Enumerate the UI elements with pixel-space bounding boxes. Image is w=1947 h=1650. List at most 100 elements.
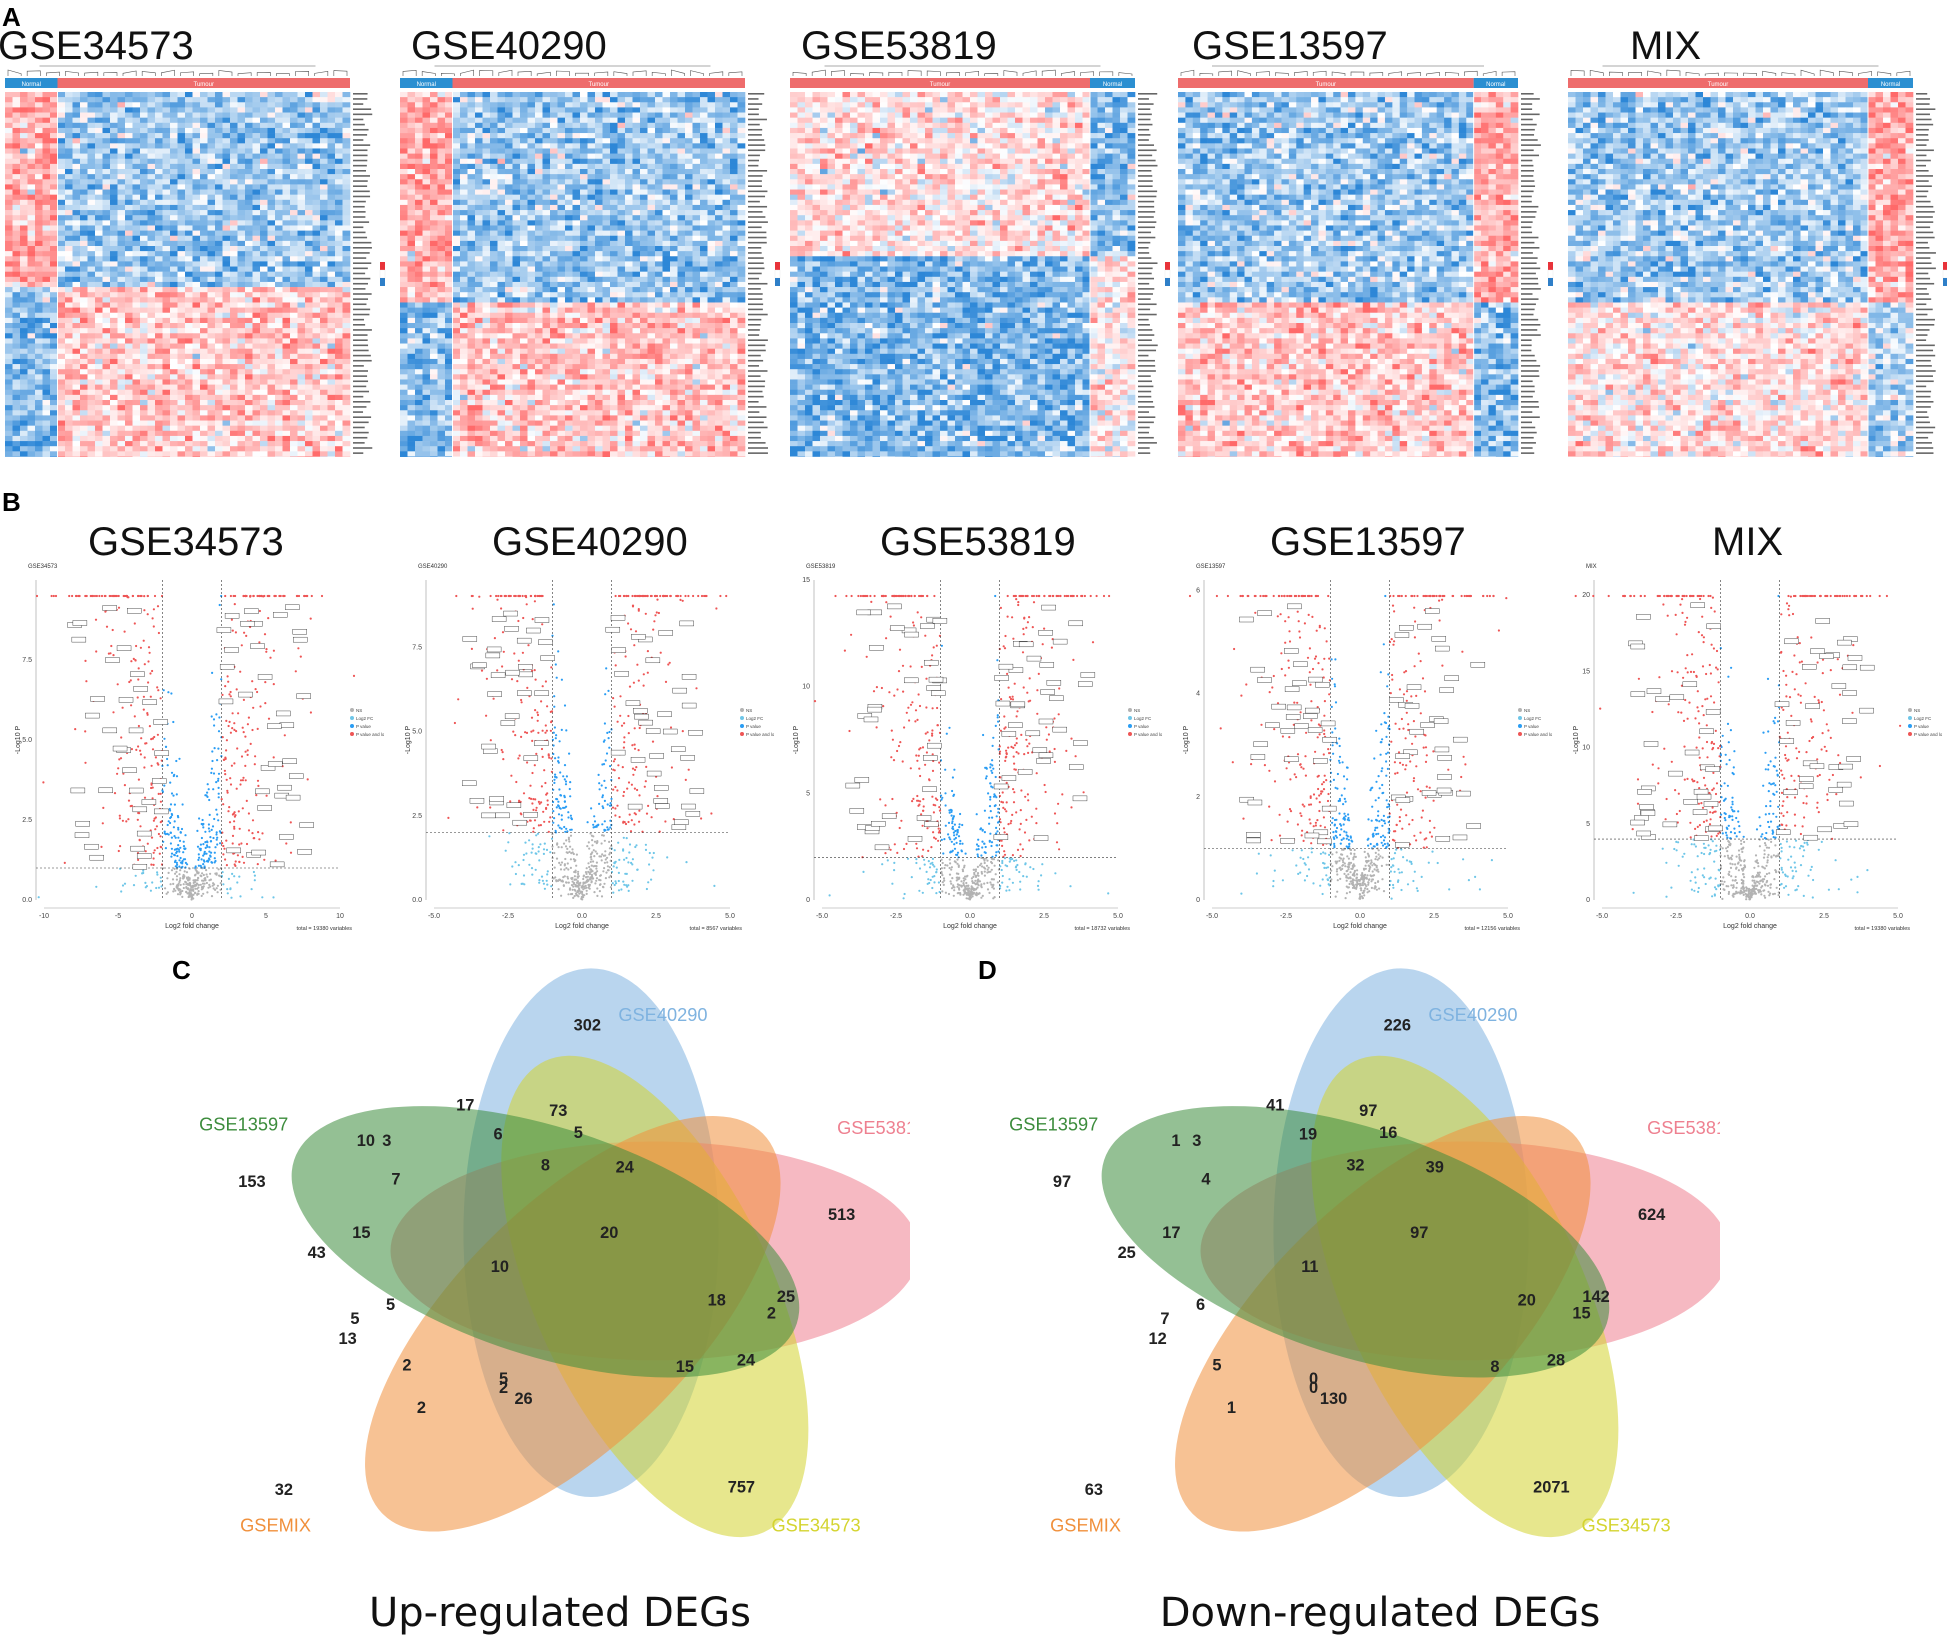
venn-region-count: 97: [1053, 1173, 1071, 1191]
y-tick-label: 0.0: [22, 897, 32, 904]
volcano-tag: GSE40290: [418, 564, 448, 570]
x-tick-label: 2.5: [1429, 913, 1439, 920]
dendrogram: [1570, 65, 1911, 76]
legend-entry: P value: [746, 724, 761, 729]
x-tick-label: 0.0: [965, 913, 975, 920]
gene-label-boxes: [67, 604, 314, 870]
venn-region-count: 12: [1149, 1330, 1167, 1348]
group-label-tumour: Tumour: [930, 82, 950, 88]
venn-region-count: 5: [350, 1310, 359, 1328]
total-variables: total = 18732 variables: [1075, 926, 1131, 932]
venn-down-regulated: GSE40290 GSE53819 GSE34573 GSEMIX GSE13597 22…: [1009, 968, 1720, 1538]
heatmap-gse40290: Normal Tumour: [400, 65, 781, 457]
y-axis-label: -Log10 P: [405, 725, 412, 754]
gene-label-boxes: [1239, 603, 1486, 848]
volcano-title: GSE34573: [88, 520, 368, 565]
volcano-title: MIX: [1712, 520, 1947, 565]
y-axis-label: -Log10 P: [1183, 725, 1190, 754]
venn-region-count: 26: [514, 1390, 532, 1408]
venn-region-count: 18: [708, 1292, 726, 1310]
x-axis-label: Log2 fold change: [555, 923, 609, 930]
venn-region-count: 24: [616, 1159, 635, 1177]
total-variables: total = 19380 variables: [297, 926, 353, 932]
legend-entry: NS: [1524, 708, 1530, 713]
venn-region-count: 6: [493, 1126, 502, 1144]
volcano-legend: NS Log2 FC P value P value and log2 FC: [1518, 708, 1552, 737]
volcano-legend: NS Log2 FC P value P value and log2 FC: [740, 708, 774, 737]
venn-region-count: 43: [308, 1244, 326, 1262]
y-tick-label: 5: [1586, 821, 1590, 828]
venn-region-count: 16: [1379, 1124, 1397, 1142]
venn-region-count: 15: [352, 1224, 370, 1242]
venn-set-label: GSEMIX: [1050, 1516, 1121, 1536]
group-label-tumour: Tumour: [589, 82, 609, 88]
venn-up-caption: Up-regulated DEGs: [210, 1590, 910, 1636]
venn-set-label: GSE53819: [1647, 1118, 1720, 1138]
x-tick-label: -2.5: [1280, 913, 1292, 920]
venn-region-count: 20: [1518, 1292, 1536, 1310]
group-bar-tumour: [1178, 78, 1474, 88]
color-key-high: [1165, 262, 1170, 270]
y-tick-label: 5: [806, 790, 810, 797]
legend-entry: Log2 FC: [1914, 716, 1932, 721]
x-tick-label: -2.5: [1670, 913, 1682, 920]
venn-set-label: GSE34573: [1581, 1516, 1670, 1536]
x-tick-label: 0.0: [1745, 913, 1755, 920]
group-bar-tumour: [452, 78, 745, 88]
legend-entry: P value and log2 FC: [356, 732, 384, 737]
y-axis-label: -Log10 P: [793, 725, 800, 754]
venn-region-count: 13: [339, 1330, 357, 1348]
venn-region-count: 28: [1547, 1352, 1565, 1370]
venn-set-label: GSE13597: [199, 1115, 288, 1135]
color-key-low: [1943, 278, 1947, 286]
group-label-normal: Normal: [22, 82, 41, 88]
venn-set-label: GSE13597: [1009, 1115, 1098, 1135]
heatmap-title: MIX: [1630, 24, 1910, 69]
x-tick-label: -2.5: [502, 913, 514, 920]
color-key-high: [380, 262, 385, 270]
venn-region-count: 624: [1638, 1206, 1666, 1224]
y-tick-label: 4: [1196, 691, 1200, 698]
x-tick-label: 2.5: [1819, 913, 1829, 920]
panel-label-a: A: [2, 2, 21, 33]
color-key-mid: [1164, 269, 1171, 279]
y-tick-label: 5.0: [412, 729, 422, 736]
venn-region-count: 2: [499, 1379, 508, 1397]
color-key-low: [775, 278, 780, 286]
x-tick-label: -2.5: [890, 913, 902, 920]
legend-entry: NS: [746, 708, 752, 713]
venn-up-regulated: GSE40290 GSE53819 GSE34573 GSEMIX GSE13597 30…: [199, 968, 910, 1538]
panel-label-c: C: [172, 955, 191, 986]
group-label-tumour: Tumour: [194, 82, 214, 88]
venn-set-gse13597: [1101, 1106, 1610, 1378]
volcano-legend: NS Log2 FC P value P value and log2 FC: [350, 708, 384, 737]
venn-down-caption: Down-regulated DEGs: [1030, 1590, 1730, 1636]
heatmap-gse13597: Normal Tumour: [1178, 65, 1554, 457]
y-axis-label: -Log10 P: [1573, 725, 1580, 754]
color-key-high: [775, 262, 780, 270]
x-tick-label: -5.0: [428, 913, 440, 920]
y-tick-label: 2.5: [22, 817, 32, 824]
gene-labels: [1138, 93, 1158, 454]
heatmap-title: GSE34573: [0, 24, 278, 69]
legend-entry: P value: [356, 724, 371, 729]
x-tick-label: 2.5: [651, 913, 661, 920]
venn-region-count: 2: [417, 1399, 426, 1417]
venn-region-count: 97: [1359, 1102, 1377, 1120]
volcano-title: GSE53819: [880, 520, 1160, 565]
venn-region-count: 6: [1196, 1296, 1205, 1314]
heatmap-gse53819: Normal Tumour: [790, 65, 1171, 457]
heatmap-gse34573: Normal Tumour: [5, 65, 386, 457]
group-bar-tumour: [1568, 78, 1868, 88]
volcano-gse40290: GSE40290 -5.0 -2.5 0.0 2.5 5.0 0.0 2.5 5.0 7.5 Log…: [405, 564, 774, 932]
x-tick-label: -5.0: [1206, 913, 1218, 920]
gene-label-boxes: [462, 610, 705, 830]
group-bar-normal: [400, 78, 453, 88]
venn-region-count: 32: [275, 1481, 293, 1499]
group-label-normal: Normal: [1881, 82, 1900, 88]
y-axis-label: -Log10 P: [15, 725, 22, 754]
volcano-title: GSE40290: [492, 520, 772, 565]
color-key-high: [1548, 262, 1553, 270]
legend-entry: NS: [1914, 708, 1920, 713]
